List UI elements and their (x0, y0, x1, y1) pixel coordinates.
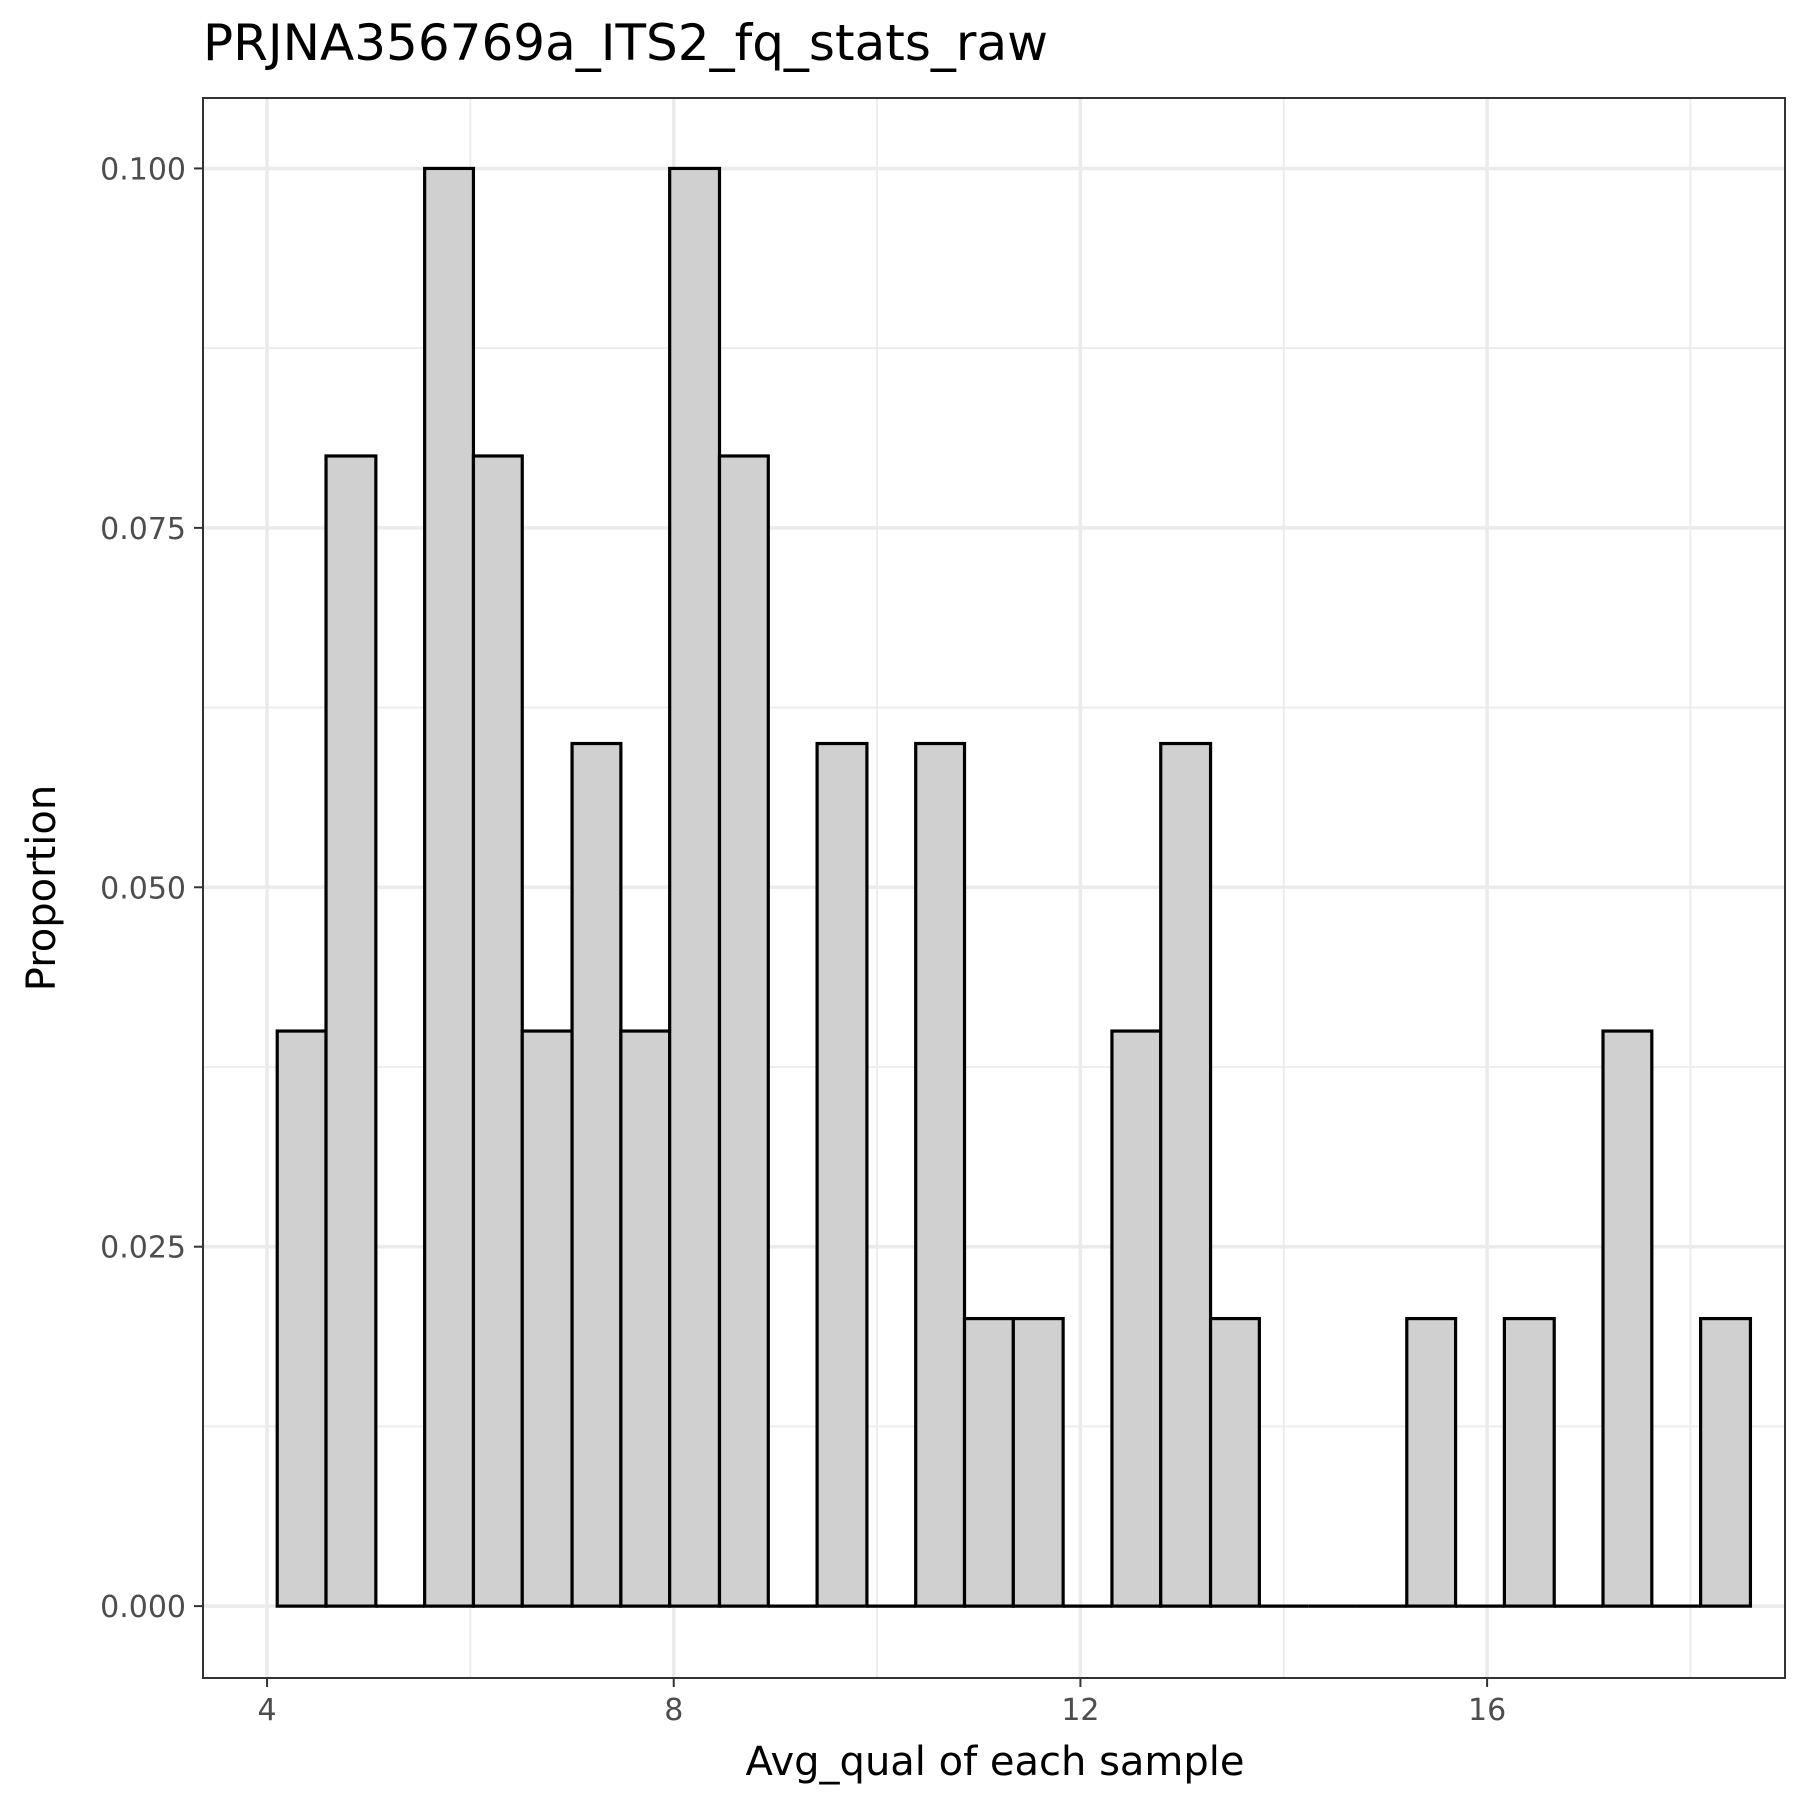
histogram-bar (1502, 1316, 1556, 1608)
histogram-bar (1110, 1029, 1163, 1608)
y-tick-label: 0.000 (100, 1590, 186, 1625)
histogram-bar (619, 1029, 672, 1608)
histogram-bar (1601, 1029, 1654, 1608)
x-axis-title: Avg_qual of each sample (745, 1739, 1244, 1785)
x-axis: 4 8 12 16 (258, 1678, 1506, 1728)
histogram-bar (717, 454, 770, 1608)
histogram-bar (275, 1029, 328, 1608)
histogram-bar (815, 741, 869, 1608)
histogram-bar (962, 1316, 1015, 1608)
chart-title: PRJNA356769a_ITS2_fq_stats_raw (203, 14, 1048, 72)
histogram-bar (520, 1029, 574, 1608)
y-tick-label: 0.050 (100, 871, 186, 906)
histogram-bar (324, 454, 378, 1608)
x-tick-label: 8 (664, 1693, 683, 1728)
y-tick-label: 0.025 (100, 1231, 186, 1266)
histogram-bar (1011, 1316, 1065, 1608)
histogram-bar (1208, 1316, 1261, 1608)
histogram-bar (471, 454, 524, 1608)
x-tick-label: 4 (258, 1693, 277, 1728)
x-tick-label: 12 (1061, 1693, 1099, 1728)
histogram-bar (914, 741, 967, 1608)
x-tick-label: 16 (1468, 1693, 1506, 1728)
histogram-bar (1405, 1316, 1458, 1608)
histogram-bar (668, 166, 722, 1608)
y-axis: 0.000 0.025 0.050 0.075 0.100 (100, 152, 203, 1625)
histogram-bar (1159, 741, 1213, 1608)
histogram-bar (1699, 1316, 1753, 1608)
y-tick-label: 0.075 (100, 512, 186, 547)
histogram-bar (570, 741, 623, 1608)
histogram-bars (275, 166, 1753, 1608)
y-axis-title: Proportion (19, 785, 65, 991)
y-tick-label: 0.100 (100, 152, 186, 187)
histogram-bar (423, 166, 476, 1608)
